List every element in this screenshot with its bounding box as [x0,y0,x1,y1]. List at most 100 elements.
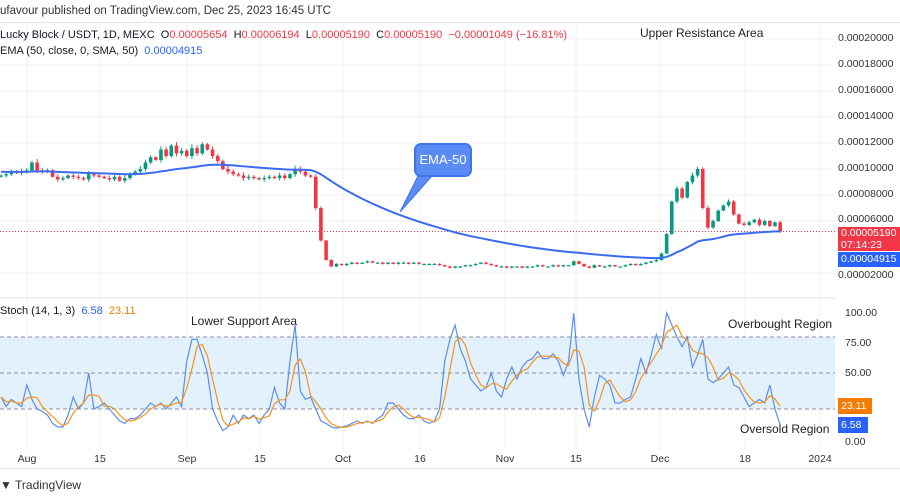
candle [241,172,246,181]
candle [602,265,607,268]
candle-body [737,214,741,224]
candle [102,175,106,180]
candle [350,261,354,265]
candle [117,175,122,182]
candle-body [148,157,153,163]
candle-body [571,261,576,266]
candle-body [510,266,514,268]
candle [61,176,65,182]
ema-label: EMA (50, close, 0, SMA, 50) [0,45,139,57]
candle [412,262,416,265]
candle-body [30,162,34,171]
candle [154,156,158,161]
price-tick-label: 0.00012000 [838,136,894,148]
stoch-legend[interactable]: Stoch (14, 1, 3) 6.58 23.11 [0,305,136,317]
high-label: H [233,29,242,41]
candle-body [370,261,375,263]
candle [97,173,101,179]
candle-body [566,265,571,267]
candle [81,176,86,181]
price-tick-label: 0.00010000 [838,162,894,174]
candle [515,266,519,268]
candle [293,165,297,177]
candle-body [386,262,390,264]
change-value: −0.00001049 (−16.81%) [448,29,568,41]
candle-body [551,265,555,267]
candle [530,266,535,268]
candle-body [257,178,261,180]
candle-body [329,260,334,267]
time-tick-label: Nov [495,453,515,465]
candle-body [535,265,540,267]
time-tick-label: Aug [17,453,37,465]
candle [582,263,586,267]
candle [205,142,210,151]
candle-body [577,261,581,264]
candle [277,172,282,181]
candle [520,265,524,269]
last-price: 0.00005190 [841,227,897,239]
candle-body [246,176,251,179]
candle-body [319,208,323,241]
candle [112,174,117,182]
candle [215,153,220,164]
candle [510,266,514,269]
candle-body [778,222,782,232]
candle [184,148,189,158]
candle [700,167,705,210]
candle-body [9,171,14,175]
stoch-tick-label: 0.00 [845,436,866,448]
candle [427,263,432,266]
candle-body [644,262,648,264]
candle-body [711,221,715,228]
price-tick-label: 0.00014000 [838,110,894,122]
candle-body [92,174,96,176]
candle [757,217,762,227]
candle [319,206,323,242]
candle [706,205,710,230]
high-value: 0.00006194 [241,29,300,41]
ema-legend[interactable]: EMA (50, close, 0, SMA, 50) 0.00004915 [0,45,202,57]
candle-body [504,266,509,268]
candle-body [479,262,483,264]
candle-body [731,201,736,215]
candle [66,174,70,180]
tradingview-logo[interactable]: ▼ TradingView [0,478,81,492]
time-tick-label: 16 [414,453,426,465]
ema-value: 0.00004915 [144,45,203,57]
candle-body [582,263,586,267]
candle-body [773,222,777,227]
candle [721,204,726,212]
candle-body [608,265,612,267]
candle [148,155,153,165]
overbought-annotation: Overbought Region [728,317,833,331]
price-tick-label: 0.00018000 [838,58,894,70]
candle-body [313,176,318,208]
candle-body [417,262,421,264]
low-value: 0.00005190 [311,29,371,41]
candle-body [757,219,762,225]
candle [448,265,452,269]
candle [690,172,695,185]
price-tick-label: 0.00008000 [838,188,894,200]
symbol-name[interactable]: Lucky Block / USDT, 1D, MEXC [0,29,155,41]
candle-body [102,176,106,179]
candle [463,264,468,267]
candle [752,218,757,224]
ema-callout-pointer [399,175,434,213]
tradingview-icon: ▼ [0,478,12,492]
candle [50,169,55,178]
candle-body [76,176,81,179]
candle-body [406,262,411,264]
price-tick-label: 0.00016000 [838,84,894,96]
candle-body [288,174,292,179]
candle [489,263,493,266]
candle [762,219,767,227]
candle [473,263,478,266]
candle-body [525,266,530,268]
candle [597,264,602,267]
price-chart[interactable] [0,23,835,473]
candle-body [541,265,545,267]
candle-body [143,162,148,169]
candle-body [107,178,112,180]
